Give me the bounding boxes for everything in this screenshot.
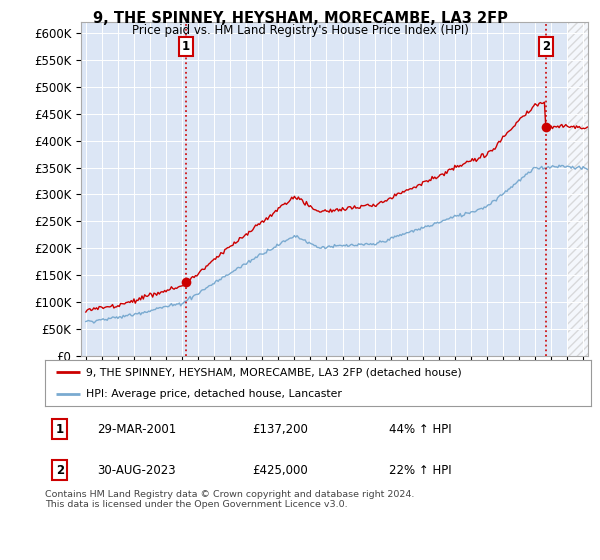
Text: 30-AUG-2023: 30-AUG-2023 xyxy=(97,464,175,477)
Text: 1: 1 xyxy=(182,40,190,53)
Text: 22% ↑ HPI: 22% ↑ HPI xyxy=(389,464,452,477)
Text: Price paid vs. HM Land Registry's House Price Index (HPI): Price paid vs. HM Land Registry's House … xyxy=(131,24,469,36)
Text: Contains HM Land Registry data © Crown copyright and database right 2024.
This d: Contains HM Land Registry data © Crown c… xyxy=(45,490,415,510)
Text: 9, THE SPINNEY, HEYSHAM, MORECAMBE, LA3 2FP: 9, THE SPINNEY, HEYSHAM, MORECAMBE, LA3 … xyxy=(92,11,508,26)
Text: 1: 1 xyxy=(56,423,64,436)
Text: 44% ↑ HPI: 44% ↑ HPI xyxy=(389,423,452,436)
Text: 9, THE SPINNEY, HEYSHAM, MORECAMBE, LA3 2FP (detached house): 9, THE SPINNEY, HEYSHAM, MORECAMBE, LA3 … xyxy=(86,367,462,377)
Text: £425,000: £425,000 xyxy=(253,464,308,477)
Text: 2: 2 xyxy=(56,464,64,477)
Text: 2: 2 xyxy=(542,40,550,53)
Text: HPI: Average price, detached house, Lancaster: HPI: Average price, detached house, Lanc… xyxy=(86,389,342,399)
Text: £137,200: £137,200 xyxy=(253,423,308,436)
Text: 29-MAR-2001: 29-MAR-2001 xyxy=(97,423,176,436)
